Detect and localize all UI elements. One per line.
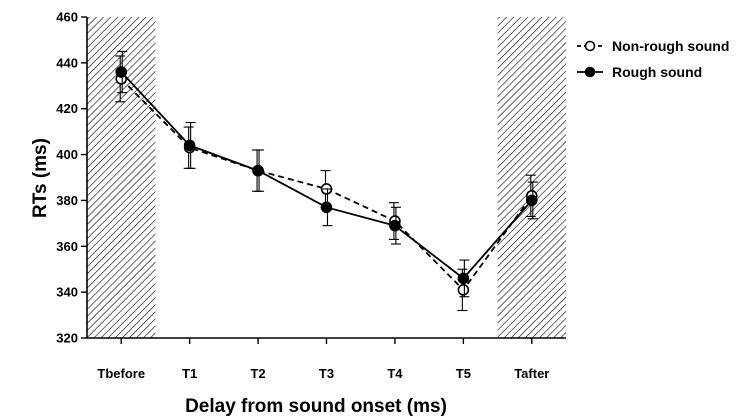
legend-marker [584, 40, 596, 52]
x-axis: Tbefore T1 T2 T3 T4 T5 Tafter [87, 337, 566, 381]
x-tick-label-t5: T5 [456, 366, 471, 381]
series-line [120, 71, 533, 280]
data-point [457, 272, 470, 285]
legend-marker [584, 66, 596, 78]
data-point [183, 139, 196, 152]
y-tick-label-460: 460 [56, 10, 78, 25]
x-tick-label-tafter: Tafter [514, 366, 549, 381]
x-tick-label-t2: T2 [250, 366, 265, 381]
x-tick-label-t3: T3 [319, 366, 334, 381]
y-tick-label-400: 400 [56, 147, 78, 162]
y-tick-label-380: 380 [56, 193, 78, 208]
data-point [320, 201, 333, 214]
shaded-region-tbefore [87, 17, 156, 338]
legend-label: Non-rough sound [612, 38, 729, 54]
y-tick-label-360: 360 [56, 239, 78, 254]
data-point [525, 194, 538, 207]
shaded-region-tafter [497, 17, 566, 338]
x-tick-label-t1: T1 [182, 366, 197, 381]
series-1 [115, 50, 538, 298]
x-tick-label-t4: T4 [387, 366, 403, 381]
y-tick-label-420: 420 [56, 101, 78, 116]
x-axis-label: Delay from sound onset (ms) [185, 396, 447, 417]
y-axis-label: RTs (ms) [30, 138, 51, 218]
y-tick-label-340: 340 [56, 285, 78, 300]
shaded-regions [87, 17, 566, 338]
data-point [389, 219, 401, 232]
series-0 [115, 55, 538, 312]
x-tick-label-tbefore: Tbefore [97, 366, 145, 381]
series-layer [115, 50, 538, 312]
data-point [115, 66, 128, 78]
data-point [252, 164, 264, 177]
y-tick-label-320: 320 [56, 331, 78, 346]
legend: Non-rough sound Rough sound [577, 38, 729, 80]
data-point [457, 284, 470, 296]
y-axis: 320 340 360 380 400 420 440 460 [56, 10, 88, 346]
y-tick-label-440: 440 [56, 55, 78, 70]
legend-label: Rough sound [612, 64, 702, 80]
